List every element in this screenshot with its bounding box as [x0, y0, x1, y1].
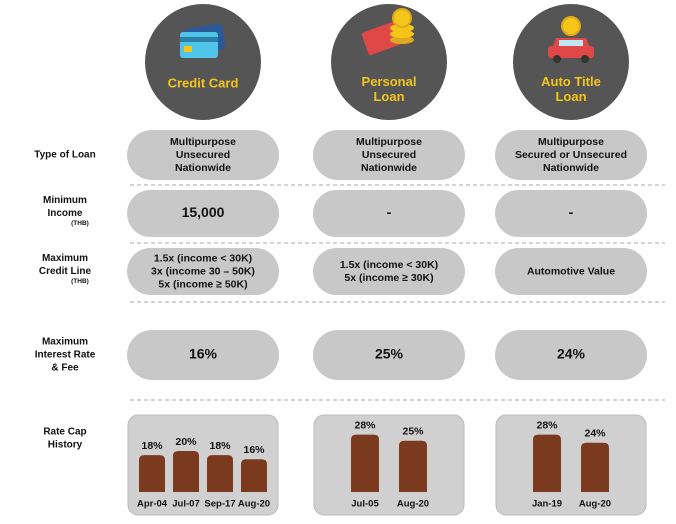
- cell-text: 5x (income ≥ 50K): [158, 278, 247, 290]
- row-label: Maximum: [42, 253, 88, 264]
- cell-text: Multipurpose: [538, 136, 604, 148]
- row-label: & Fee: [51, 363, 79, 374]
- cell-text: 5x (income ≥ 30K): [344, 272, 433, 284]
- category-label: Aug-20: [397, 499, 429, 510]
- cell-text: Multipurpose: [170, 136, 236, 148]
- pill: [495, 190, 647, 237]
- row-label: Type of Loan: [34, 150, 95, 161]
- value-label: 20%: [175, 436, 197, 448]
- row-label: Maximum: [42, 337, 88, 348]
- pill: [495, 130, 647, 180]
- bar: [351, 434, 379, 492]
- cell-text: Unsecured: [362, 149, 416, 161]
- column-title: Loan: [373, 89, 404, 104]
- cell-text: Unsecured: [176, 149, 230, 161]
- value-label: 18%: [141, 440, 163, 452]
- chart-box: [495, 414, 647, 516]
- cell-text: Automotive Value: [527, 265, 615, 277]
- bar: [241, 459, 267, 492]
- value-label: 16%: [243, 444, 265, 456]
- row-label: Interest Rate: [35, 350, 96, 361]
- bar: [207, 455, 233, 492]
- column-title: Loan: [555, 89, 586, 104]
- pill: [127, 130, 279, 180]
- pill: [313, 130, 465, 180]
- cell-text: Nationwide: [361, 162, 417, 174]
- row-note: (THB): [71, 278, 89, 285]
- column-title: Auto Title: [541, 74, 601, 89]
- column-title: Credit Card: [168, 75, 239, 90]
- cell-text: 3x (income 30 – 50K): [151, 265, 255, 277]
- cell-text: 24%: [557, 346, 586, 362]
- pill: [313, 248, 465, 295]
- bar: [581, 442, 609, 492]
- category-label: Jan-19: [532, 499, 562, 510]
- row-note: (THB): [71, 220, 89, 227]
- cell-text: 1.5x (income < 30K): [154, 252, 252, 264]
- category-label: Sep-17: [204, 499, 235, 510]
- value-label: 28%: [354, 419, 376, 431]
- value-label: 24%: [584, 428, 606, 440]
- icons: [145, 4, 629, 120]
- value-label: 28%: [536, 419, 558, 431]
- cell-text: -: [569, 204, 574, 220]
- cell-text: Multipurpose: [356, 136, 422, 148]
- row-label: Credit Line: [39, 266, 92, 277]
- pill: [127, 330, 279, 380]
- cell-text: 25%: [375, 346, 404, 362]
- pill: [313, 330, 465, 380]
- pill: [495, 248, 647, 295]
- cell-text: 1.5x (income < 30K): [340, 259, 438, 271]
- row-label: Rate Cap: [43, 427, 86, 438]
- category-label: Jul-05: [351, 499, 379, 510]
- category-label: Jul-07: [172, 499, 199, 510]
- cell-text: Nationwide: [543, 162, 599, 174]
- category-label: Apr-04: [137, 499, 168, 510]
- row-label: Income: [47, 208, 82, 219]
- bar: [173, 451, 199, 492]
- category-label: Aug-20: [238, 499, 270, 510]
- pill: [495, 330, 647, 380]
- cell-text: Nationwide: [175, 162, 231, 174]
- pill: [313, 190, 465, 237]
- pill: [127, 248, 279, 295]
- cell-text: -: [387, 204, 392, 220]
- row-label: History: [48, 440, 83, 451]
- value-label: 25%: [402, 426, 424, 438]
- cell-text: 15,000: [182, 204, 225, 220]
- row-label: Minimum: [43, 195, 87, 206]
- bar: [399, 440, 427, 492]
- bar: [139, 455, 165, 492]
- value-label: 18%: [209, 440, 231, 452]
- chart-box: [127, 414, 279, 516]
- category-label: Aug-20: [579, 499, 611, 510]
- cell-text: Secured or Unsecured: [515, 149, 627, 161]
- column-title: Personal: [362, 74, 417, 89]
- chart-box: [313, 414, 465, 516]
- bar: [533, 434, 561, 492]
- pill: [127, 190, 279, 237]
- cell-text: 16%: [189, 346, 218, 362]
